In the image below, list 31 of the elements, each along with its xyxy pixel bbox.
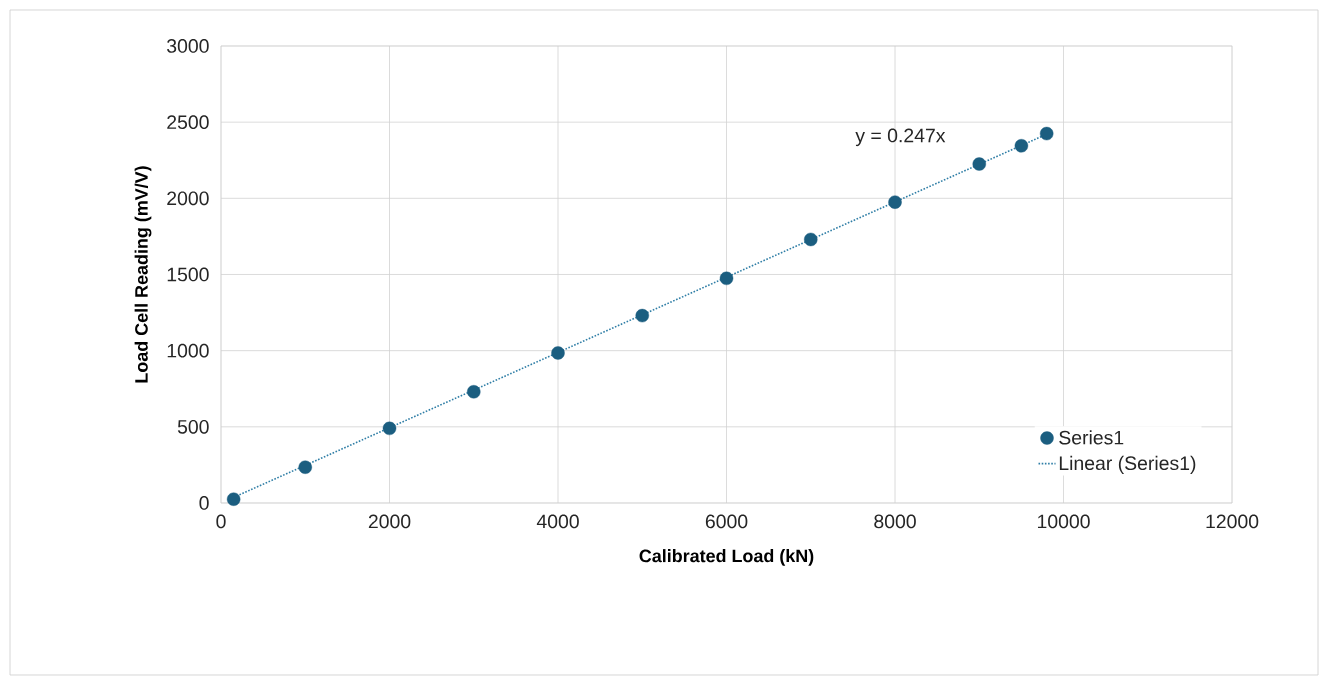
x-tick-label: 2000 [368, 514, 411, 529]
y-tick-label: 1500 [167, 267, 209, 282]
point [1014, 139, 1029, 153]
point [226, 492, 241, 506]
legend-label: Series1 [1059, 430, 1124, 445]
annotation: y = 0.247x [855, 128, 946, 147]
x-tick-label: 6000 [705, 514, 748, 529]
point [298, 460, 312, 474]
point [972, 157, 986, 171]
point [467, 385, 481, 399]
x-tick-label: 12000 [1206, 514, 1259, 529]
legend-label: Linear (Series1) [1059, 455, 1196, 474]
y-tick-label: 0 [199, 496, 209, 510]
point [382, 421, 397, 436]
point [551, 346, 565, 360]
point [1039, 126, 1054, 141]
point [719, 271, 734, 285]
x-tick-label: 0 [216, 514, 226, 529]
point [804, 232, 818, 247]
x-tick-label: 8000 [874, 514, 916, 529]
y-tick-label: 2500 [167, 115, 209, 130]
x-axis-title: Calibrated Load (kN) [639, 549, 814, 566]
y-tick-label: 500 [177, 419, 209, 434]
y-axis-title: Load Cell Reading (mV/V) [134, 166, 152, 383]
x-tick-label: 10000 [1038, 514, 1090, 529]
x-tick-label: 4000 [536, 514, 579, 529]
y-tick-label: 1000 [167, 343, 209, 358]
y-tick-label: 2000 [167, 191, 209, 206]
y-tick-label: 3000 [167, 39, 209, 53]
point [635, 308, 649, 323]
point [888, 195, 902, 209]
